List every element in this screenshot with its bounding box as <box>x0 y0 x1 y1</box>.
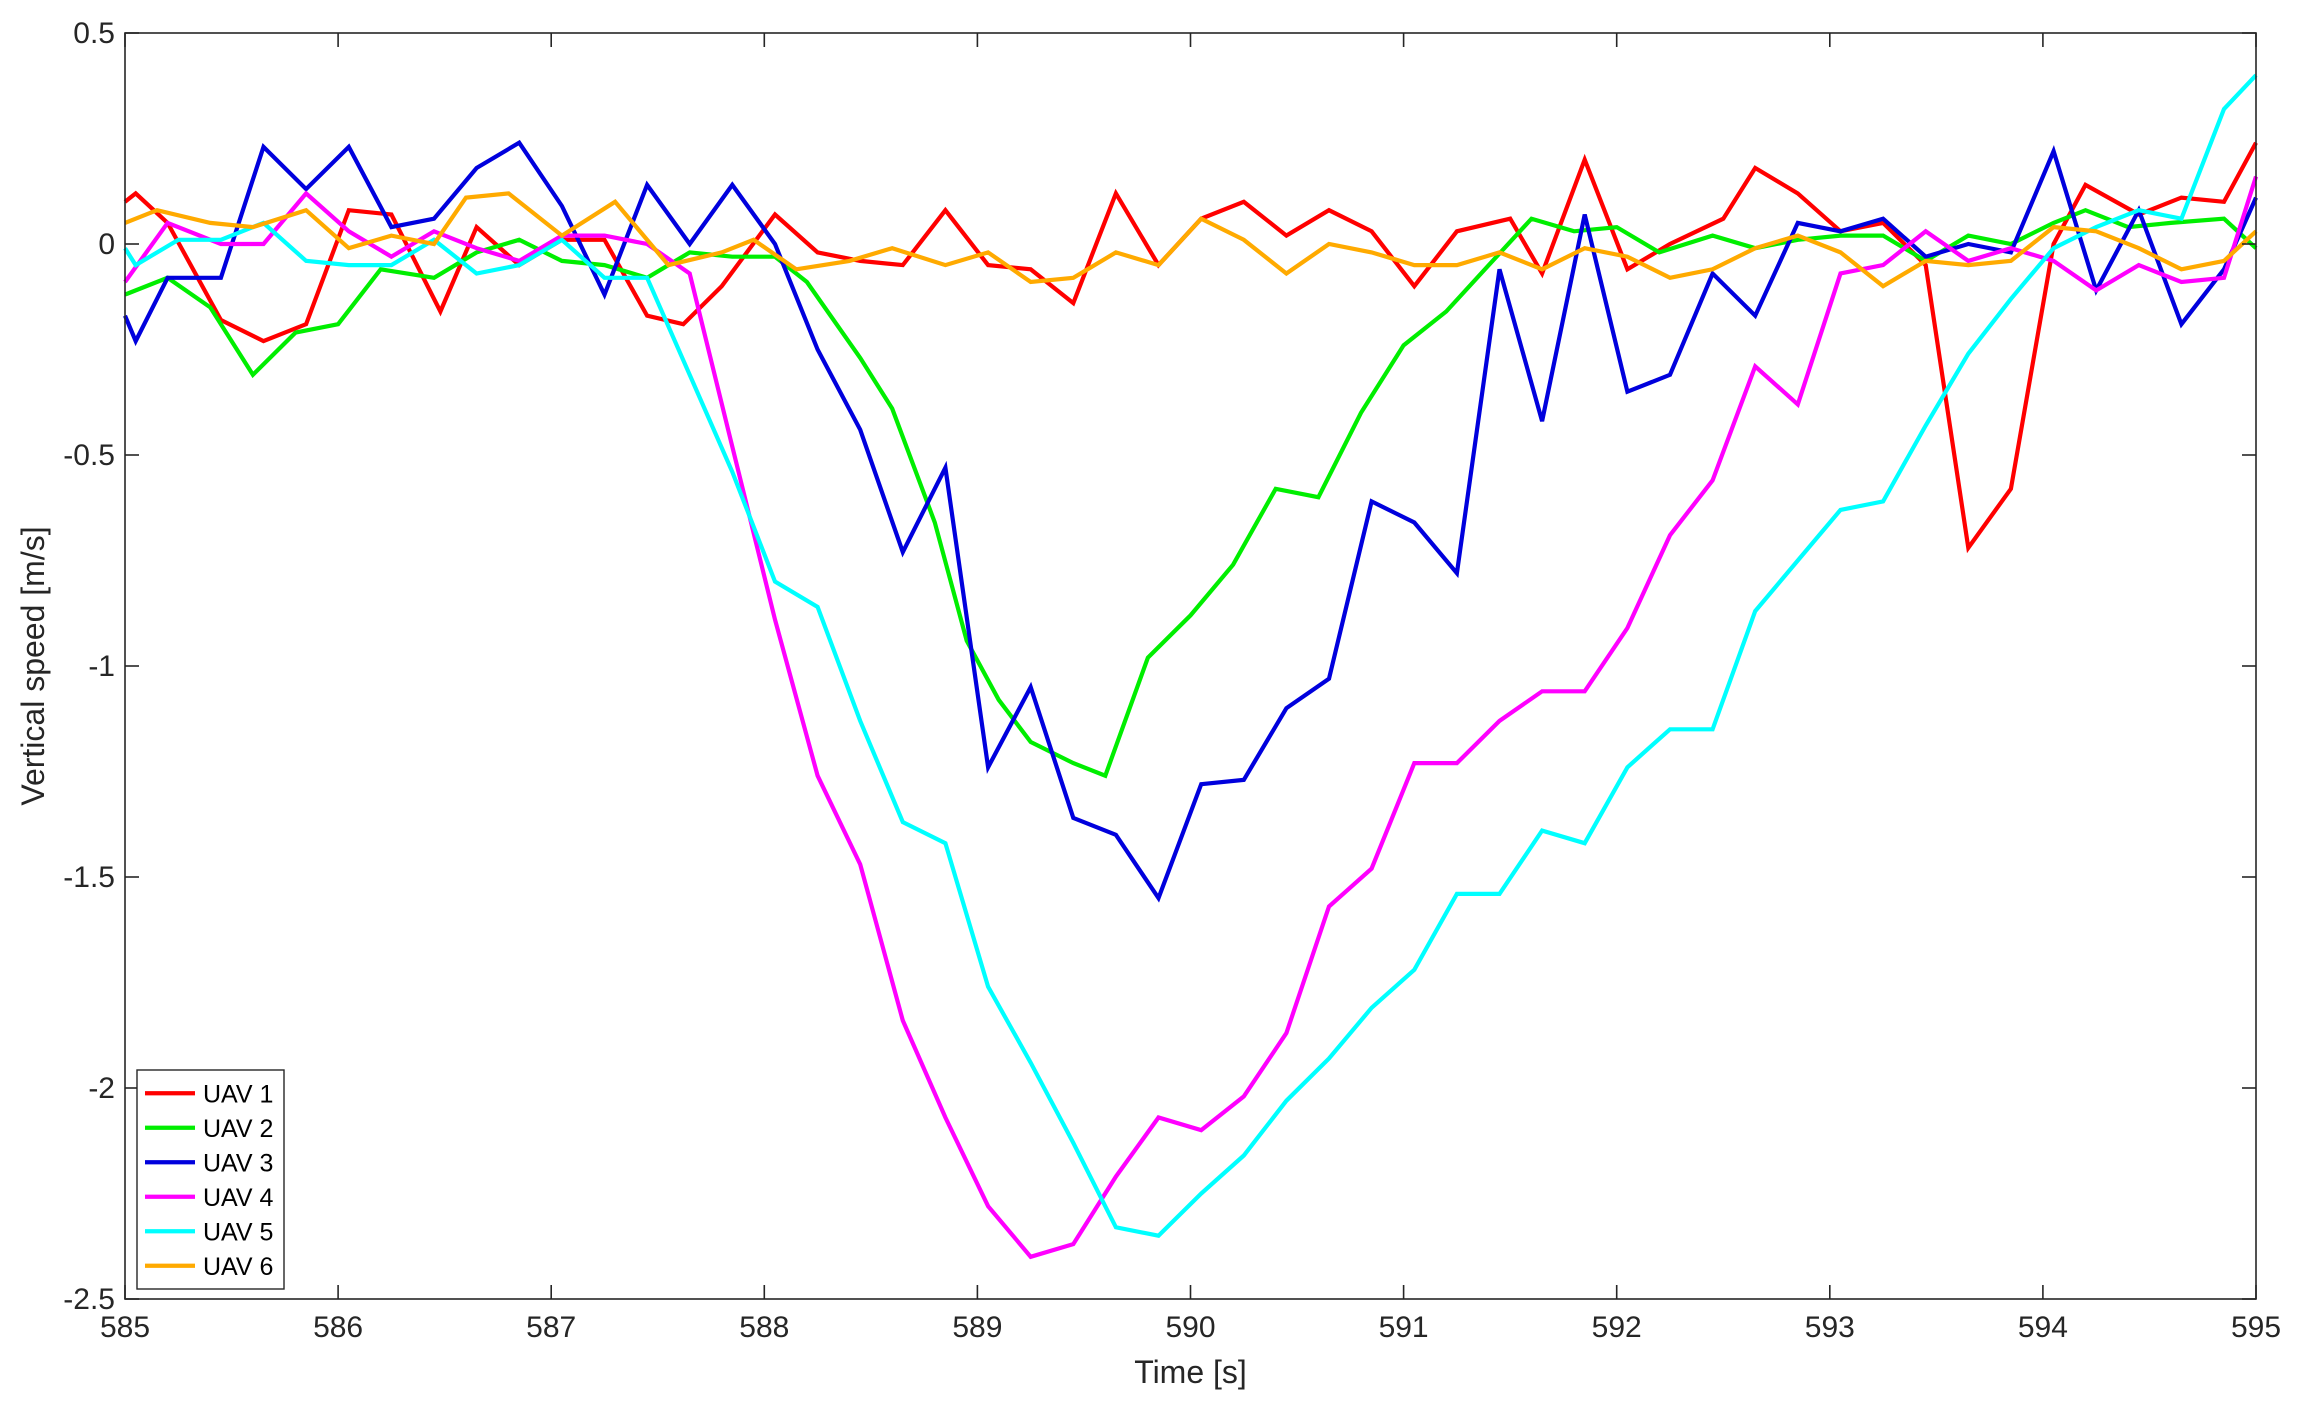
x-axis-title: Time [s] <box>1134 1354 1247 1390</box>
series-layer <box>123 73 2259 1260</box>
x-tick-label: 594 <box>2018 1311 2068 1344</box>
y-tick-label: -0.5 <box>63 439 115 472</box>
x-tick-label: 595 <box>2231 1311 2281 1344</box>
y-tick-label: 0 <box>98 228 115 261</box>
y-tick-label: -2.5 <box>63 1283 115 1316</box>
legend-label-uav-3: UAV 3 <box>203 1149 273 1177</box>
legend-label-uav-2: UAV 2 <box>203 1115 273 1143</box>
legend-label-uav-6: UAV 6 <box>203 1253 273 1281</box>
y-tick-label: -1.5 <box>63 861 115 894</box>
ticks-layer: 585 586 587 588 589 590 591 592 593 594 595 0.5 0 -0.… <box>63 17 2281 1344</box>
legend-label-uav-1: UAV 1 <box>203 1080 273 1108</box>
x-tick-label: 590 <box>1165 1311 1215 1344</box>
series-line-uav-3 <box>123 139 2258 903</box>
x-tick-label: 586 <box>313 1311 363 1344</box>
x-tick-label: 585 <box>100 1311 150 1344</box>
series-line-uav-6 <box>124 191 2258 289</box>
x-tick-label: 593 <box>1805 1311 1855 1344</box>
y-axis-title: Vertical speed [m/s] <box>15 526 51 805</box>
y-tick-label: -1 <box>88 650 115 683</box>
x-tick-label: 587 <box>526 1311 576 1344</box>
x-tick-label: 588 <box>739 1311 789 1344</box>
legend: UAV 1 UAV 2 UAV 3 UAV 4 UAV 5 UAV 6 <box>136 1069 285 1290</box>
x-tick-label: 591 <box>1379 1311 1429 1344</box>
series-line-uav-5 <box>123 73 2258 1238</box>
y-tick-label: 0.5 <box>73 17 115 50</box>
series-line-uav-4 <box>123 175 2259 1260</box>
legend-label-uav-4: UAV 4 <box>203 1184 273 1212</box>
legend-box <box>136 1069 285 1290</box>
x-tick-label: 592 <box>1592 1311 1642 1344</box>
legend-label-uav-5: UAV 5 <box>203 1218 273 1246</box>
y-tick-label: -2 <box>88 1072 115 1105</box>
x-tick-label: 589 <box>952 1311 1002 1344</box>
